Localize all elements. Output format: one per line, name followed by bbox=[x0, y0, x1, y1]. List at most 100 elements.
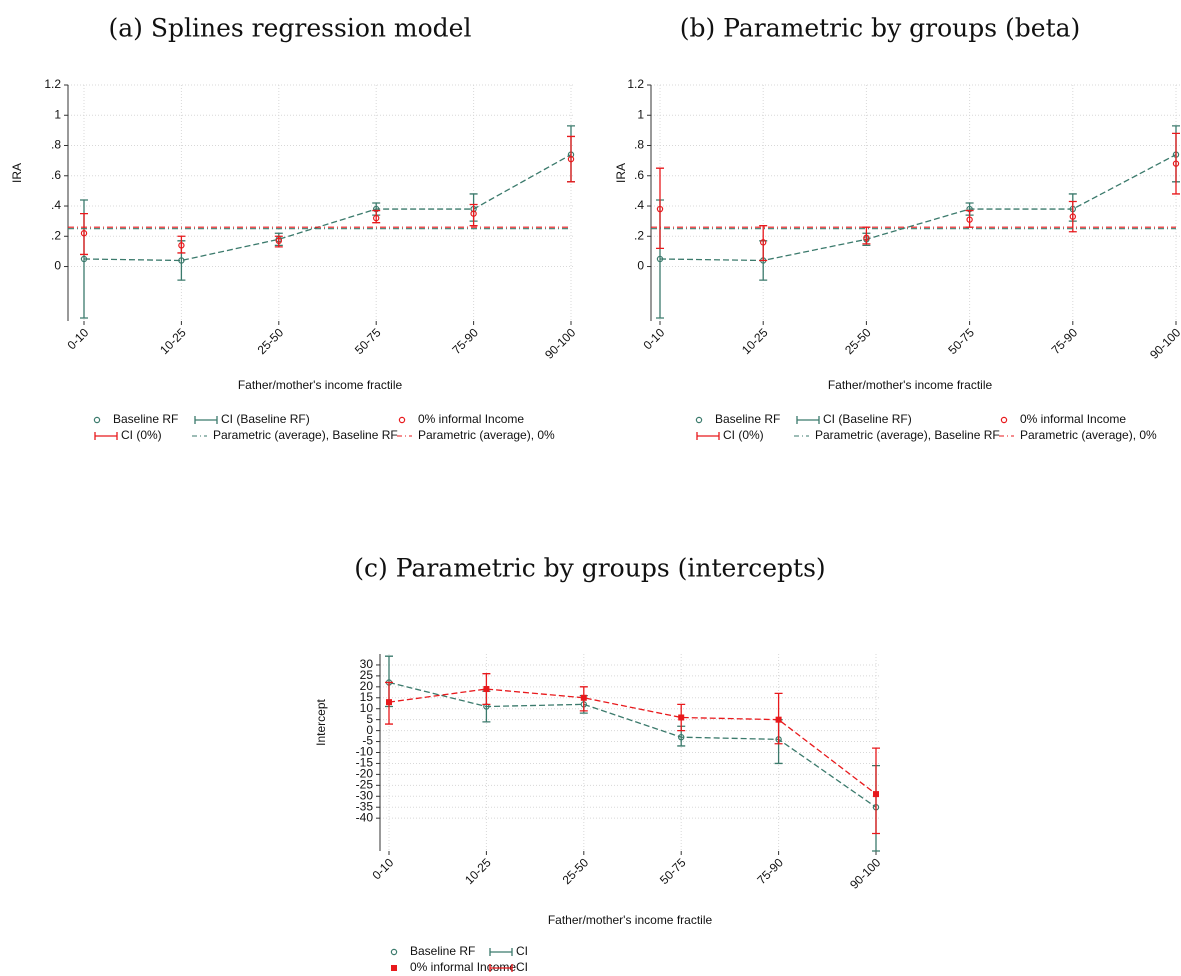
y-tick-label: 15 bbox=[360, 690, 374, 704]
x-tick-label: 75-90 bbox=[1049, 325, 1081, 357]
y-tick-label: -15 bbox=[356, 756, 374, 770]
legend-symbol bbox=[796, 416, 820, 424]
ci-bar bbox=[80, 212, 88, 256]
y-tick-label: 10 bbox=[360, 701, 374, 715]
x-tick-label: 75-90 bbox=[449, 325, 481, 357]
y-tick-label: 25 bbox=[360, 668, 374, 682]
x-tick-label: 75-90 bbox=[754, 855, 786, 887]
y-tick-label: 0 bbox=[637, 259, 644, 273]
x-axis-label: Father/mother's income fractile bbox=[548, 913, 713, 927]
legend-label: 0% informal Income bbox=[410, 960, 516, 974]
marker bbox=[390, 948, 398, 956]
y-tick-label: -10 bbox=[356, 745, 374, 759]
y-axis-label: Intercept bbox=[314, 698, 328, 745]
y-tick-label: .8 bbox=[634, 138, 644, 152]
x-tick-label: 90-100 bbox=[847, 855, 884, 892]
y-tick-label: .4 bbox=[634, 198, 644, 212]
y-tick-label: -25 bbox=[356, 778, 374, 792]
ci-bar bbox=[774, 692, 783, 745]
series-line bbox=[388, 681, 877, 808]
legend-label: Parametric (average), Baseline RF bbox=[213, 428, 398, 442]
y-tick-label: -30 bbox=[356, 788, 374, 802]
legend-label: 0% informal Income bbox=[418, 412, 524, 426]
ci-bar bbox=[872, 747, 880, 835]
series-line bbox=[388, 688, 877, 795]
x-tick-label: 0-10 bbox=[64, 325, 91, 352]
x-tick-label: 90-100 bbox=[1147, 325, 1181, 362]
ci-bar bbox=[677, 703, 686, 732]
marker bbox=[93, 416, 101, 424]
legend-label: Parametric (average), 0% bbox=[418, 428, 555, 442]
y-axis-label: IRA bbox=[614, 163, 628, 183]
legend-label: CI bbox=[516, 960, 528, 974]
legend-symbol bbox=[489, 948, 513, 956]
y-tick-label: .2 bbox=[634, 228, 644, 242]
x-tick-label: 90-100 bbox=[542, 325, 579, 362]
legend-label: CI (Baseline RF) bbox=[221, 412, 310, 426]
legend-symbol bbox=[696, 432, 720, 440]
x-tick-label: 50-75 bbox=[945, 325, 977, 357]
y-tick-label: 20 bbox=[360, 679, 374, 693]
chart-title: (a) Splines regression model bbox=[109, 14, 472, 43]
y-tick-label: 5 bbox=[366, 712, 373, 726]
y-tick-label: 1 bbox=[637, 107, 644, 121]
ci-bar bbox=[862, 226, 871, 245]
y-tick-label: .6 bbox=[634, 168, 644, 182]
legend-label: Parametric (average), 0% bbox=[1020, 428, 1157, 442]
x-tick-label: 25-50 bbox=[560, 855, 592, 887]
legend-label: CI bbox=[516, 944, 528, 958]
legend-symbol bbox=[489, 964, 513, 972]
panel: (b) Parametric by groups (beta) IRA Father… bbox=[614, 14, 1181, 443]
x-tick-label: 10-25 bbox=[739, 325, 771, 357]
legend-label: CI (Baseline RF) bbox=[823, 412, 912, 426]
series-line bbox=[659, 154, 1177, 262]
legend-label: 0% informal Income bbox=[1020, 412, 1126, 426]
panel: (a) Splines regression model IRA Father/mo… bbox=[10, 14, 578, 443]
x-axis-label: Father/mother's income fractile bbox=[828, 378, 993, 392]
x-tick-label: 25-50 bbox=[255, 325, 287, 357]
y-tick-label: -35 bbox=[356, 799, 374, 813]
ci-bar bbox=[579, 686, 588, 712]
marker bbox=[391, 965, 397, 971]
legend-symbol bbox=[194, 416, 218, 424]
chart-title: (c) Parametric by groups (intercepts) bbox=[354, 554, 825, 583]
y-tick-label: 30 bbox=[360, 657, 374, 671]
x-tick-label: 25-50 bbox=[842, 325, 874, 357]
y-tick-label: .4 bbox=[51, 198, 61, 212]
y-tick-label: .8 bbox=[51, 138, 61, 152]
legend-label: Parametric (average), Baseline RF bbox=[815, 428, 1000, 442]
x-axis-label: Father/mother's income fractile bbox=[238, 378, 403, 392]
marker bbox=[695, 416, 703, 424]
ci-bar bbox=[372, 209, 381, 224]
legend-label: CI (0%) bbox=[121, 428, 162, 442]
x-tick-label: 0-10 bbox=[640, 325, 667, 352]
ci-bar bbox=[567, 135, 575, 183]
y-tick-label: 0 bbox=[366, 723, 373, 737]
ci-bar bbox=[656, 167, 664, 250]
ci-bar bbox=[385, 681, 393, 725]
y-tick-label: .2 bbox=[51, 228, 61, 242]
legend-label: Baseline RF bbox=[715, 412, 780, 426]
legend-label: Baseline RF bbox=[410, 944, 475, 958]
y-tick-label: 0 bbox=[54, 259, 61, 273]
panel: (c) Parametric by groups (intercepts) Int… bbox=[314, 554, 883, 975]
legend-symbol bbox=[94, 432, 118, 440]
x-tick-label: 0-10 bbox=[369, 855, 396, 882]
y-tick-label: -40 bbox=[356, 810, 374, 824]
y-tick-label: 1 bbox=[54, 107, 61, 121]
y-axis-label: IRA bbox=[10, 163, 24, 183]
ci-bar bbox=[177, 235, 186, 254]
ci-bar bbox=[469, 203, 478, 227]
series-line bbox=[83, 154, 572, 262]
y-tick-label: -5 bbox=[362, 734, 373, 748]
x-tick-label: 50-75 bbox=[352, 325, 384, 357]
ci-bar bbox=[274, 235, 283, 248]
y-tick-label: .6 bbox=[51, 168, 61, 182]
ci-bar bbox=[759, 225, 768, 262]
y-tick-label: 1.2 bbox=[627, 77, 644, 91]
y-tick-label: -20 bbox=[356, 767, 374, 781]
legend-label: Baseline RF bbox=[113, 412, 178, 426]
marker bbox=[1000, 416, 1008, 424]
x-tick-label: 10-25 bbox=[157, 325, 189, 357]
